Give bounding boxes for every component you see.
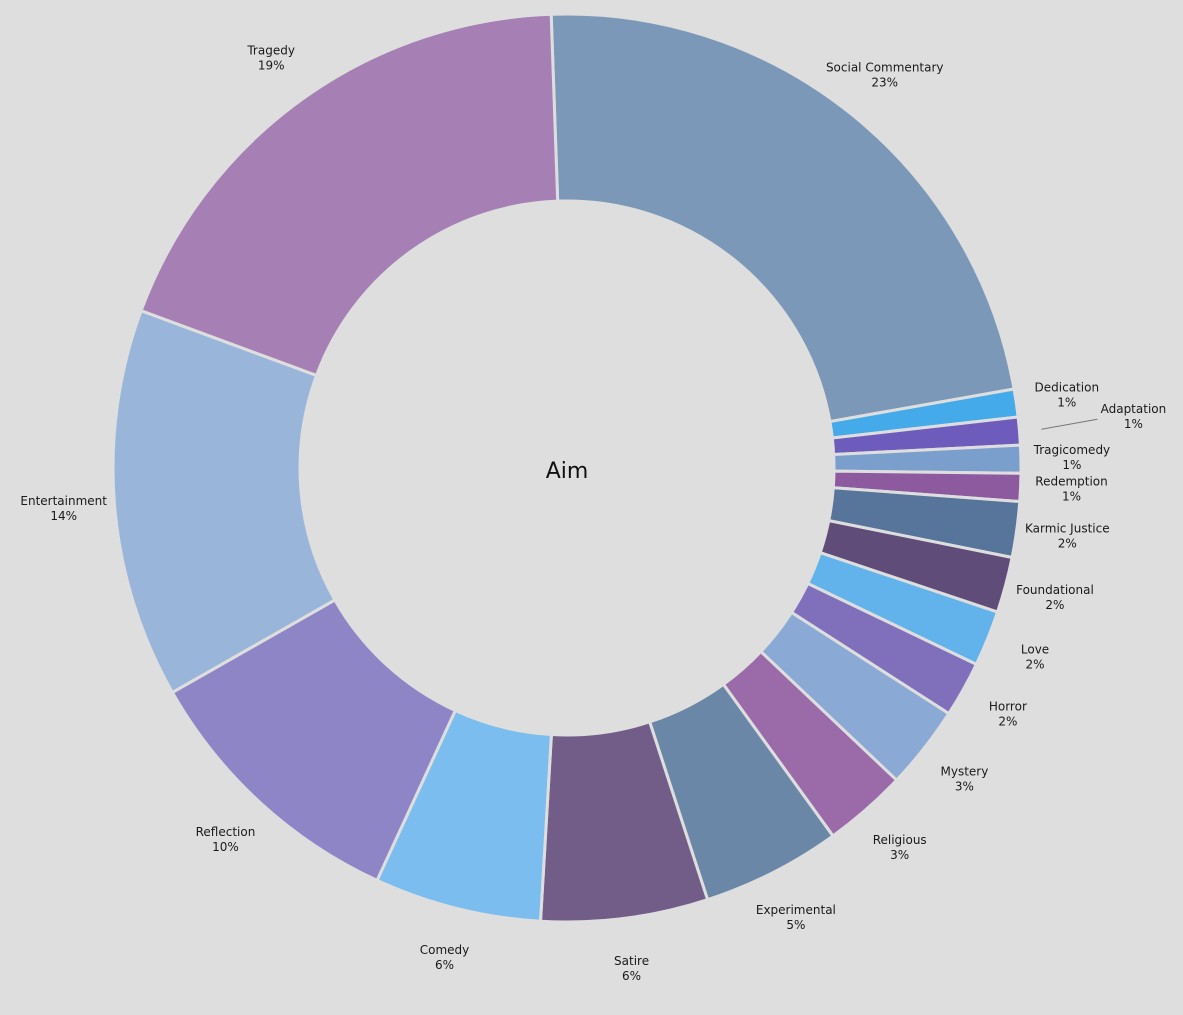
slice-percent-religious: 3% [890,848,909,862]
slice-name-comedy: Comedy [420,943,470,957]
leader-line-adaptation [1041,418,1098,430]
slice-name-religious: Religious [873,833,927,847]
slice-name-mystery: Mystery [940,765,988,779]
slice-percent-satire: 6% [622,969,641,983]
slice-label-experimental: Experimental 5% [756,903,836,932]
slice-percent-mystery: 3% [955,780,974,794]
slice-percent-tragedy: 19% [258,59,285,73]
slice-label-dedication: Dedication 1% [1035,381,1100,410]
slice-label-religious: Religious 3% [873,833,927,862]
slice-percent-horror: 2% [998,714,1017,728]
slice-label-reflection: Reflection 10% [196,825,256,854]
labels-group: Social Commentary 23%Dedication 1% Adaptati… [20,44,1166,983]
slice-percent-redemption: 1% [1062,490,1081,504]
slice-label-mystery: Mystery 3% [940,765,988,794]
slice-name-experimental: Experimental [756,903,836,917]
slice-percent-entertainment: 14% [50,509,77,523]
slice-name-tragedy: Tragedy [246,44,295,58]
slice-tragedy[interactable] [139,12,560,378]
slice-label-satire: Satire 6% [614,954,649,983]
slice-label-tragicomedy: Tragicomedy 1% [1033,443,1111,472]
slice-percent-comedy: 6% [435,958,454,972]
slice-name-dedication: Dedication [1035,381,1100,395]
slice-percent-experimental: 5% [786,918,805,932]
slice-label-social-commentary: Social Commentary 23% [826,60,944,89]
slice-label-tragedy: Tragedy 19% [246,44,295,73]
slice-name-horror: Horror [989,699,1027,713]
slice-name-entertainment: Entertainment [20,494,107,508]
slice-name-satire: Satire [614,954,649,968]
chart-title: Aim [546,459,589,484]
slice-label-comedy: Comedy 6% [420,943,470,972]
slice-entertainment[interactable] [111,308,337,695]
slice-percent-adaptation: 1% [1124,417,1143,431]
slice-name-love: Love [1021,643,1049,657]
slice-label-redemption: Redemption 1% [1035,475,1107,504]
slice-label-horror: Horror 2% [989,699,1027,728]
slice-name-adaptation: Adaptation [1101,402,1167,416]
slice-label-adaptation: Adaptation 1% [1101,402,1167,431]
slice-percent-social-commentary: 23% [871,75,898,89]
slice-percent-dedication: 1% [1057,396,1076,410]
slice-percent-foundational: 2% [1045,598,1064,612]
slices-group [111,12,1023,924]
slice-percent-tragicomedy: 1% [1062,458,1081,472]
slice-label-karmic-justice: Karmic Justice 2% [1025,522,1110,551]
leader-lines-group [1041,418,1098,430]
slice-label-love: Love 2% [1021,643,1049,672]
slice-social-commentary[interactable] [549,12,1016,424]
slice-label-foundational: Foundational 2% [1016,583,1094,612]
slice-name-redemption: Redemption [1035,475,1107,489]
slice-percent-karmic-justice: 2% [1058,537,1077,551]
slice-name-reflection: Reflection [196,825,256,839]
slice-name-tragicomedy: Tragicomedy [1033,443,1111,457]
slice-name-foundational: Foundational [1016,583,1094,597]
slice-percent-reflection: 10% [212,840,239,854]
slice-percent-love: 2% [1026,658,1045,672]
slice-label-entertainment: Entertainment 14% [20,494,107,523]
slice-name-karmic-justice: Karmic Justice [1025,522,1110,536]
slice-name-social-commentary: Social Commentary [826,60,944,74]
